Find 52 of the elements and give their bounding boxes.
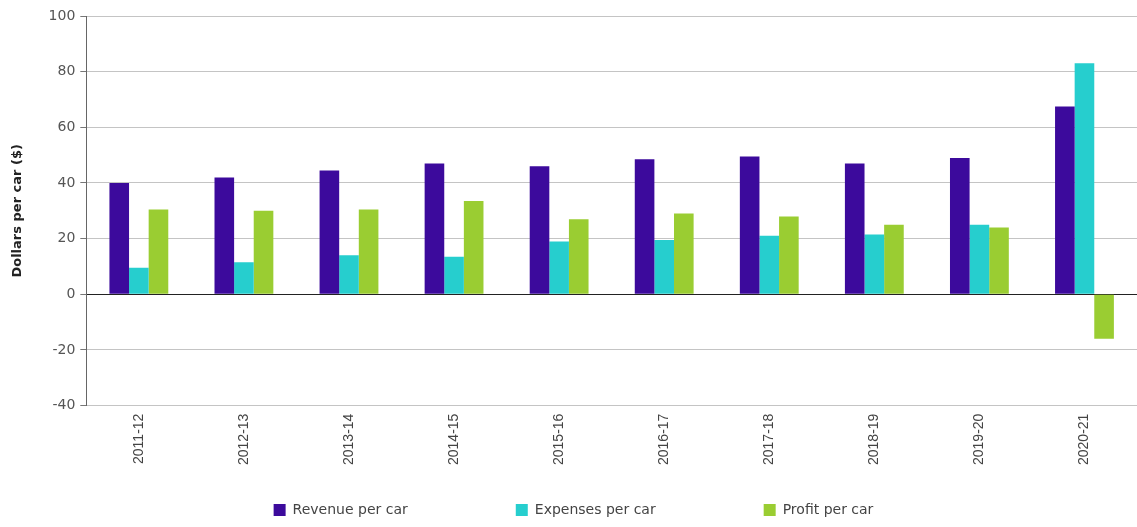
bar [424,163,445,294]
bar [549,241,569,294]
bar [234,262,254,294]
bar [253,210,274,294]
bar [634,159,655,294]
y-tick-label: 40 [57,173,76,190]
x-tick-label: 2019-20 [970,413,987,466]
bar [214,177,235,294]
legend-label: Expenses per car [534,500,656,517]
bar [463,201,484,294]
bar [969,224,990,294]
bar [129,267,149,294]
bar [779,216,799,294]
bar [1055,106,1075,294]
bar [989,227,1009,294]
bar [884,224,904,294]
x-tick-label: 2015-16 [549,413,566,466]
y-tick-label: -40 [52,396,76,413]
x-tick-label: 2020-21 [1075,413,1092,466]
y-tick-label: -20 [52,340,76,357]
legend-label: Revenue per car [292,500,409,517]
x-tick-label: 2011-12 [129,413,146,464]
bar [1094,294,1114,339]
x-tick-label: 2012-13 [234,413,251,466]
bar [319,170,340,294]
bar [109,182,130,294]
bar [759,235,780,294]
bar [568,219,589,294]
y-tick-label: 100 [48,6,76,23]
bar [339,255,359,294]
y-tick-label: 0 [66,284,76,301]
bar [358,209,379,294]
y-tick-label: 60 [57,117,76,134]
x-tick-label: 2014-15 [444,413,461,466]
bar [529,166,550,294]
bar [654,240,674,294]
bar [1074,63,1095,294]
bar [674,213,694,294]
bar [739,156,760,294]
bar [949,157,970,294]
y-tick-label: 20 [57,229,76,246]
x-tick-label: 2018-19 [865,413,882,466]
y-axis-title: Dollars per car ($) [9,144,25,278]
y-tick-label: 80 [57,62,76,79]
bar [148,209,169,294]
bar [844,163,865,294]
x-tick-label: 2017-18 [760,413,777,466]
legend-label: Profit per car [782,500,874,517]
x-tick-label: 2013-14 [339,413,356,466]
bar [444,256,464,294]
bar [864,234,885,294]
x-tick-label: 2016-17 [655,413,672,466]
